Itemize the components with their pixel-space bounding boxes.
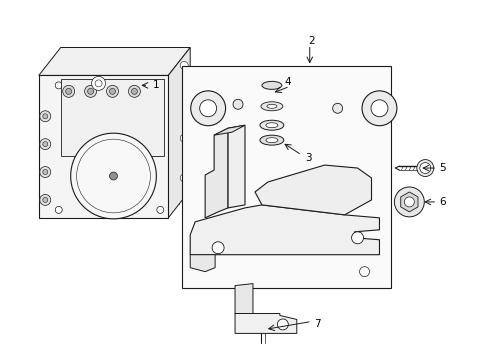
Circle shape (42, 141, 48, 147)
Ellipse shape (260, 120, 283, 130)
Circle shape (65, 88, 72, 94)
Text: 4: 4 (284, 77, 290, 87)
Circle shape (40, 194, 51, 206)
Polygon shape (214, 125, 244, 135)
Text: 7: 7 (313, 319, 320, 329)
Polygon shape (205, 128, 227, 218)
Circle shape (55, 206, 62, 213)
Text: 3: 3 (304, 153, 311, 163)
Circle shape (91, 76, 105, 90)
Bar (182, 67, 390, 288)
Polygon shape (39, 48, 190, 75)
Polygon shape (400, 192, 417, 212)
Circle shape (109, 88, 115, 94)
Polygon shape (254, 165, 371, 215)
Circle shape (180, 62, 188, 69)
Circle shape (42, 114, 48, 119)
Circle shape (131, 88, 137, 94)
Circle shape (40, 167, 51, 177)
Circle shape (40, 139, 51, 150)
Ellipse shape (233, 99, 243, 109)
Circle shape (416, 159, 433, 176)
Ellipse shape (265, 138, 277, 143)
Circle shape (370, 100, 387, 117)
Circle shape (190, 91, 225, 126)
Circle shape (42, 170, 48, 175)
Circle shape (199, 100, 216, 117)
Polygon shape (235, 284, 252, 314)
Circle shape (180, 174, 188, 182)
Circle shape (106, 85, 118, 97)
Ellipse shape (266, 104, 276, 108)
Ellipse shape (261, 102, 282, 111)
Ellipse shape (262, 81, 281, 89)
Polygon shape (168, 48, 190, 218)
Text: 1: 1 (152, 80, 159, 90)
Polygon shape (190, 255, 215, 272)
Polygon shape (235, 314, 296, 333)
Circle shape (71, 133, 156, 219)
Circle shape (62, 85, 75, 97)
Text: 5: 5 (438, 163, 445, 173)
Circle shape (87, 88, 93, 94)
Text: 6: 6 (438, 197, 445, 207)
Circle shape (55, 82, 62, 89)
Circle shape (42, 197, 48, 202)
Circle shape (351, 232, 363, 244)
Circle shape (277, 319, 288, 330)
Text: 2: 2 (308, 36, 314, 46)
Circle shape (84, 85, 96, 97)
Ellipse shape (260, 135, 283, 145)
Circle shape (359, 267, 369, 276)
Circle shape (128, 85, 140, 97)
Bar (61, 80, 164, 156)
Ellipse shape (265, 123, 277, 128)
Bar (39, 75, 168, 218)
Circle shape (180, 134, 188, 142)
Circle shape (212, 242, 224, 254)
Circle shape (95, 80, 102, 87)
Polygon shape (190, 205, 379, 255)
Circle shape (109, 172, 117, 180)
Circle shape (40, 111, 51, 122)
Polygon shape (227, 125, 244, 208)
Circle shape (157, 206, 163, 213)
Circle shape (394, 187, 424, 217)
Ellipse shape (332, 103, 342, 113)
Circle shape (361, 91, 396, 126)
Circle shape (419, 163, 430, 174)
Circle shape (404, 197, 413, 207)
Circle shape (157, 82, 163, 89)
